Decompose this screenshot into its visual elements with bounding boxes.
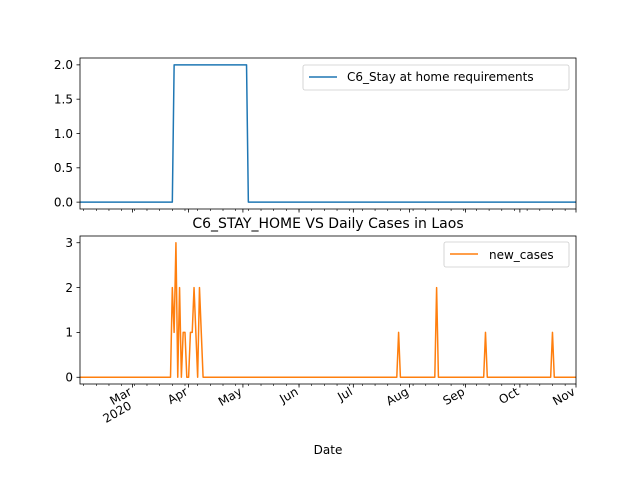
bottom-y-tick-label: 2 (65, 281, 73, 295)
top-legend-label: C6_Stay at home requirements (347, 70, 534, 84)
bottom-y-ticks: 0 1 2 3 (65, 236, 80, 385)
top-y-ticks: 0.0 0.5 1.0 1.5 2.0 (54, 58, 80, 209)
bottom-legend-label: new_cases (489, 248, 554, 262)
top-series-line-0 (80, 64, 576, 203)
bottom-axes-title: C6_STAY_HOME VS Daily Cases in Laos (192, 216, 463, 232)
x-tick-label: Jul (334, 384, 354, 404)
bottom-legend: new_cases (443, 241, 570, 268)
top-plot-area (80, 64, 576, 203)
top-legend-box (302, 64, 570, 91)
bottom-axes-frame (79, 235, 577, 385)
bottom-plot-area (80, 241, 576, 379)
top-y-tick-label: 0.5 (54, 161, 73, 175)
bottom-y-tick-label: 1 (65, 326, 73, 340)
top-axes: 0.0 0.5 1.0 1.5 2.0 C6_Stay at home requirem… (54, 57, 577, 213)
bottom-series-line-0 (80, 241, 576, 379)
bottom-legend-box (443, 241, 570, 268)
top-legend: C6_Stay at home requirements (302, 64, 570, 91)
bottom-y-tick-label: 0 (65, 371, 73, 385)
x-axis-label: Date (314, 443, 343, 457)
top-y-tick-label: 1.0 (54, 127, 73, 141)
top-y-tick-label: 0.0 (54, 195, 73, 209)
top-x-ticks (83, 209, 577, 213)
bottom-y-tick-label: 3 (65, 236, 73, 250)
top-y-tick-label: 2.0 (54, 58, 73, 72)
top-y-tick-label: 1.5 (54, 92, 73, 106)
